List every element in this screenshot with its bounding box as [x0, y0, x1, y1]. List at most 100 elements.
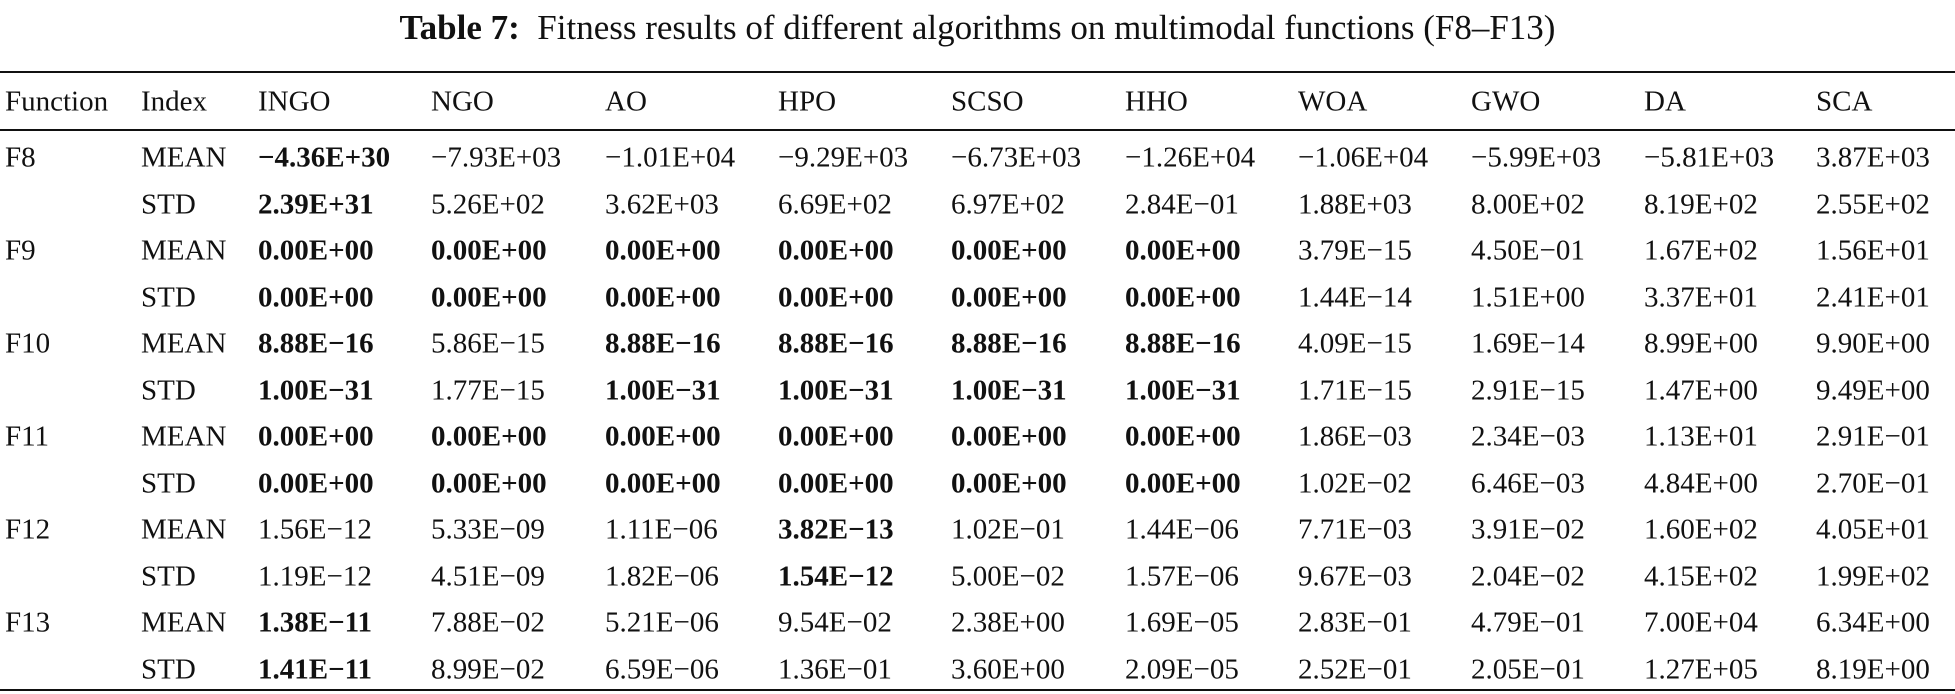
value-cell: 0.00E+00: [258, 420, 374, 453]
value-cell: 9.49E+00: [1816, 374, 1930, 406]
value-cell: 1.71E−15: [1298, 374, 1412, 406]
value-cell: 1.44E−14: [1298, 281, 1412, 313]
value-cell: 2.83E−01: [1298, 606, 1412, 639]
value-cell: 3.62E+03: [605, 188, 719, 220]
value-cell: −1.26E+04: [1125, 141, 1256, 174]
index-cell: STD: [141, 653, 196, 685]
value-cell: 1.57E−06: [1125, 560, 1239, 592]
value-cell: 2.91E−01: [1816, 420, 1930, 453]
index-cell: MEAN: [141, 234, 227, 267]
value-cell: 1.47E+00: [1644, 374, 1758, 406]
column-header: HHO: [1125, 85, 1188, 118]
value-cell: 9.67E−03: [1298, 560, 1412, 592]
value-cell: 0.00E+00: [778, 234, 894, 267]
value-cell: 1.02E−01: [951, 513, 1065, 546]
header-rule: [0, 129, 1955, 131]
column-header: NGO: [431, 85, 494, 118]
value-cell: 1.38E−11: [258, 606, 373, 639]
column-header: AO: [605, 85, 647, 118]
value-cell: 3.60E+00: [951, 653, 1065, 685]
function-cell: F12: [5, 513, 51, 546]
value-cell: 1.00E−31: [605, 374, 721, 406]
value-cell: 0.00E+00: [258, 281, 374, 313]
value-cell: 5.33E−09: [431, 513, 545, 546]
value-cell: 1.36E−01: [778, 653, 892, 685]
value-cell: 5.26E+02: [431, 188, 545, 220]
value-cell: 2.55E+02: [1816, 188, 1930, 220]
value-cell: −7.93E+03: [431, 141, 562, 174]
value-cell: 2.38E+00: [951, 606, 1065, 639]
value-cell: 1.69E−14: [1471, 327, 1585, 360]
value-cell: 0.00E+00: [605, 281, 721, 313]
value-cell: 8.88E−16: [605, 327, 721, 360]
value-cell: 1.19E−12: [258, 560, 372, 592]
value-cell: 7.71E−03: [1298, 513, 1412, 546]
value-cell: −1.01E+04: [605, 141, 736, 174]
value-cell: 3.82E−13: [778, 513, 894, 546]
value-cell: 4.09E−15: [1298, 327, 1412, 360]
index-cell: MEAN: [141, 420, 227, 453]
value-cell: 8.19E+02: [1644, 188, 1758, 220]
function-cell: F9: [5, 234, 36, 267]
value-cell: 4.79E−01: [1471, 606, 1585, 639]
value-cell: 2.84E−01: [1125, 188, 1239, 220]
function-cell: F8: [5, 141, 36, 174]
index-cell: MEAN: [141, 327, 227, 360]
value-cell: 1.56E+01: [1816, 234, 1930, 267]
value-cell: 1.44E−06: [1125, 513, 1239, 546]
value-cell: 0.00E+00: [951, 281, 1067, 313]
value-cell: 3.91E−02: [1471, 513, 1585, 546]
value-cell: 0.00E+00: [778, 420, 894, 453]
value-cell: 9.90E+00: [1816, 327, 1930, 360]
value-cell: −5.99E+03: [1471, 141, 1602, 174]
value-cell: 2.05E−01: [1471, 653, 1585, 685]
value-cell: 0.00E+00: [431, 420, 547, 453]
value-cell: 0.00E+00: [431, 234, 547, 267]
value-cell: 8.88E−16: [951, 327, 1067, 360]
value-cell: 2.34E−03: [1471, 420, 1585, 453]
value-cell: 6.34E+00: [1816, 606, 1930, 639]
column-header: SCA: [1816, 85, 1873, 118]
caption-text: Fitness results of different algorithms …: [537, 8, 1556, 47]
value-cell: 1.86E−03: [1298, 420, 1412, 453]
value-cell: 3.79E−15: [1298, 234, 1412, 267]
value-cell: 0.00E+00: [605, 467, 721, 499]
value-cell: 1.02E−02: [1298, 467, 1412, 499]
value-cell: 1.77E−15: [431, 374, 545, 406]
value-cell: 8.19E+00: [1816, 653, 1930, 685]
value-cell: 8.88E−16: [258, 327, 374, 360]
index-cell: MEAN: [141, 141, 227, 174]
top-rule: [0, 71, 1955, 73]
value-cell: 5.21E−06: [605, 606, 719, 639]
value-cell: 1.27E+05: [1644, 653, 1758, 685]
value-cell: 6.97E+02: [951, 188, 1065, 220]
value-cell: −1.06E+04: [1298, 141, 1429, 174]
column-header: DA: [1644, 85, 1686, 118]
value-cell: 2.39E+31: [258, 188, 374, 220]
value-cell: 2.41E+01: [1816, 281, 1930, 313]
value-cell: 2.09E−05: [1125, 653, 1239, 685]
value-cell: 0.00E+00: [1125, 467, 1241, 499]
value-cell: 2.52E−01: [1298, 653, 1412, 685]
value-cell: 0.00E+00: [431, 467, 547, 499]
value-cell: 1.88E+03: [1298, 188, 1412, 220]
value-cell: 8.99E−02: [431, 653, 545, 685]
value-cell: 1.00E−31: [778, 374, 894, 406]
value-cell: −5.81E+03: [1644, 141, 1775, 174]
value-cell: 6.69E+02: [778, 188, 892, 220]
value-cell: 0.00E+00: [1125, 420, 1241, 453]
value-cell: 0.00E+00: [258, 467, 374, 499]
value-cell: 2.91E−15: [1471, 374, 1585, 406]
index-cell: STD: [141, 560, 196, 592]
function-cell: F11: [5, 420, 50, 453]
value-cell: 0.00E+00: [951, 234, 1067, 267]
value-cell: 1.00E−31: [1125, 374, 1241, 406]
column-header: WOA: [1298, 85, 1368, 118]
value-cell: 4.05E+01: [1816, 513, 1930, 546]
value-cell: 1.41E−11: [258, 653, 373, 685]
value-cell: −9.29E+03: [778, 141, 909, 174]
value-cell: 7.00E+04: [1644, 606, 1758, 639]
value-cell: 4.51E−09: [431, 560, 545, 592]
value-cell: 2.70E−01: [1816, 467, 1930, 499]
value-cell: −6.73E+03: [951, 141, 1082, 174]
